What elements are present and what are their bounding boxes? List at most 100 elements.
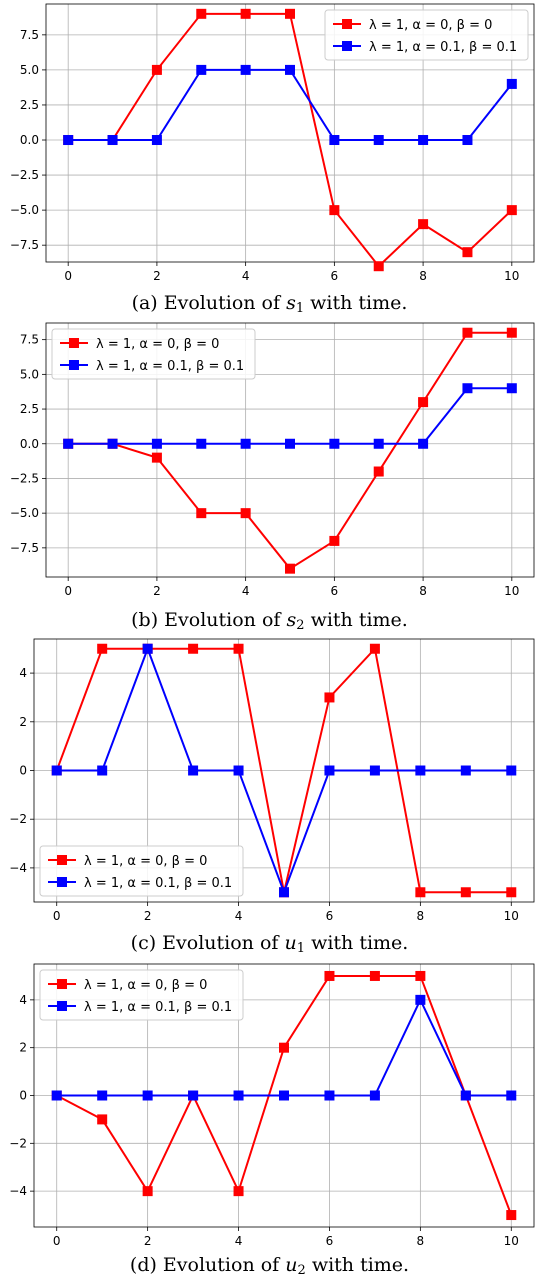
data-point xyxy=(329,205,340,216)
caption-subscript: 2 xyxy=(297,1263,306,1278)
x-tick-label: 4 xyxy=(242,584,250,598)
data-point xyxy=(369,970,380,981)
chart-s1: 0 2 4 6 8 10 −7.5 −5.0 −2.5 0.0 2.5 5.0 7.5 λ = 1, α … xyxy=(10,3,535,283)
data-point xyxy=(285,8,295,19)
caption-variable: s xyxy=(286,609,297,631)
data-point xyxy=(63,438,74,449)
data-point xyxy=(97,1114,108,1125)
x-tick-label: 2 xyxy=(153,584,161,598)
legend-marker xyxy=(342,19,352,29)
legend-marker xyxy=(57,877,67,887)
data-point xyxy=(233,643,244,654)
data-point xyxy=(324,1090,335,1101)
data-point xyxy=(329,535,340,546)
data-point xyxy=(460,765,471,776)
data-point xyxy=(418,219,429,230)
caption-prefix: (c) Evolution of xyxy=(130,932,279,954)
data-point xyxy=(415,970,426,981)
data-point xyxy=(418,397,429,408)
data-point xyxy=(142,643,153,654)
data-point xyxy=(415,994,426,1005)
x-tick-label: 10 xyxy=(504,584,519,598)
chart-panel-b: 0 2 4 6 8 10 −7.5 −5.0 −2.5 0.0 2.5 5.0 7.5 λ = 1, α … xyxy=(0,320,539,635)
x-tick-label: 2 xyxy=(153,269,161,283)
legend-marker xyxy=(69,360,79,370)
data-point xyxy=(460,1090,471,1101)
data-point xyxy=(240,508,251,519)
data-point xyxy=(373,261,384,272)
caption-prefix: (d) Evolution of xyxy=(129,1254,280,1276)
caption-variable: u xyxy=(285,1254,298,1276)
caption-prefix: (b) Evolution of xyxy=(131,609,281,631)
legend-box xyxy=(39,969,244,1021)
data-point xyxy=(279,1090,289,1101)
y-tick-label: 5.0 xyxy=(20,63,39,77)
data-point xyxy=(506,1210,517,1221)
data-point xyxy=(151,438,162,449)
y-tick-label: 0 xyxy=(19,1089,27,1103)
x-tick-label: 6 xyxy=(331,584,339,598)
x-tick-label: 10 xyxy=(504,269,519,283)
y-tick-label: −5.0 xyxy=(10,203,39,217)
y-tick-label: 4 xyxy=(19,993,27,1007)
x-tick-label: 4 xyxy=(242,269,250,283)
data-point xyxy=(418,135,429,146)
y-tick-label: −2 xyxy=(9,812,27,826)
legend-marker xyxy=(57,1001,67,1011)
chart-u1: 0 2 4 6 8 10 −4 −2 0 2 4 λ = 1, α = 0, β = 0 λ = 1, … xyxy=(9,638,535,923)
caption-subscript: 1 xyxy=(295,301,305,316)
y-tick-label: 2 xyxy=(19,1041,27,1055)
y-tick-label: 7.5 xyxy=(20,333,39,347)
data-point xyxy=(279,887,289,898)
data-point xyxy=(285,563,295,574)
data-point xyxy=(418,438,429,449)
data-point xyxy=(324,692,335,703)
data-point xyxy=(324,765,335,776)
x-tick-label: 0 xyxy=(53,909,61,923)
caption-d: (d) Evolution of u2 with time. xyxy=(0,1254,539,1278)
data-point xyxy=(142,1186,153,1197)
y-tick-label: 2 xyxy=(19,715,27,729)
y-tick-label: 0.0 xyxy=(20,133,39,147)
caption-suffix: with time. xyxy=(311,1254,410,1276)
caption-suffix: with time. xyxy=(310,609,408,631)
x-tick-label: 6 xyxy=(326,1234,334,1248)
x-tick-label: 8 xyxy=(419,584,427,598)
data-point xyxy=(97,765,108,776)
legend-marker xyxy=(57,855,67,865)
data-point xyxy=(285,438,295,449)
data-point xyxy=(188,1090,199,1101)
legend-marker xyxy=(342,41,352,51)
x-tick-label: 0 xyxy=(64,584,72,598)
x-tick-label: 10 xyxy=(504,1234,519,1248)
y-tick-label: −4 xyxy=(9,861,27,875)
data-point xyxy=(415,887,426,898)
chart-panel-c: 0 2 4 6 8 10 −4 −2 0 2 4 λ = 1, α = 0, β = 0 λ = 1, … xyxy=(0,635,539,960)
caption-c: (c) Evolution of u1 with time. xyxy=(0,932,539,956)
data-point xyxy=(196,64,207,75)
legend-marker xyxy=(69,338,79,348)
x-tick-label: 6 xyxy=(326,909,334,923)
y-tick-label: −7.5 xyxy=(10,541,39,555)
data-point xyxy=(196,438,207,449)
y-tick-label: 4 xyxy=(19,666,27,680)
data-point xyxy=(506,765,517,776)
data-point xyxy=(373,438,384,449)
data-point xyxy=(107,135,118,146)
x-tick-label: 2 xyxy=(144,909,152,923)
data-point xyxy=(233,1090,244,1101)
data-point xyxy=(188,765,199,776)
y-tick-label: −2.5 xyxy=(10,471,39,485)
caption-subscript: 2 xyxy=(296,618,305,633)
data-point xyxy=(63,135,74,146)
data-point xyxy=(233,1186,244,1197)
data-point xyxy=(462,327,473,338)
x-tick-label: 8 xyxy=(417,1234,425,1248)
caption-suffix: with time. xyxy=(311,932,409,954)
y-tick-label: 2.5 xyxy=(20,402,39,416)
chart-u2: 0 2 4 6 8 10 −4 −2 0 2 4 λ = 1, α = 0, β = 0 λ = 1, … xyxy=(9,963,535,1248)
x-tick-label: 4 xyxy=(235,909,243,923)
data-point xyxy=(142,1090,153,1101)
plot-frame xyxy=(45,3,535,263)
data-point xyxy=(279,1042,289,1053)
